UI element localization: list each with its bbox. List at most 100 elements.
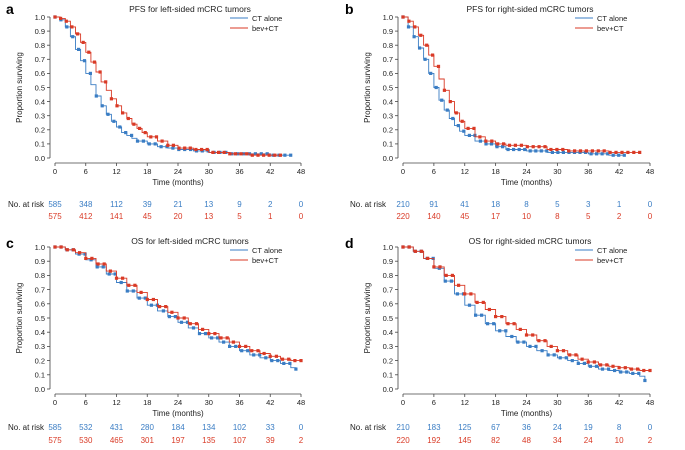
x-tick-label: 48 — [646, 167, 654, 176]
censor-mark-ct-alone — [77, 47, 81, 51]
risk-count-bev: 17 — [491, 212, 500, 221]
risk-count-ct: 184 — [171, 423, 185, 432]
censor-mark-bev-ct — [231, 340, 235, 344]
censor-mark-ct-alone — [203, 332, 208, 336]
risk-count-bev: 140 — [427, 212, 441, 221]
y-tick-label: 0.9 — [35, 257, 45, 266]
risk-count-ct: 2 — [268, 200, 273, 209]
censor-mark-bev-ct — [490, 139, 494, 143]
censor-mark-ct-alone — [643, 378, 647, 383]
censor-mark-bev-ct — [200, 147, 204, 152]
censor-mark-bev-ct — [104, 80, 108, 84]
censor-mark-ct-alone — [484, 142, 488, 146]
censor-mark-ct-alone — [253, 152, 257, 156]
x-tick-label: 48 — [646, 398, 654, 407]
censor-mark-ct-alone — [135, 139, 140, 143]
risk-count-ct: 0 — [648, 200, 653, 209]
censor-mark-bev-ct — [201, 327, 205, 331]
censor-mark-bev-ct — [228, 152, 232, 156]
censor-mark-bev-ct — [636, 367, 640, 371]
panel-letter: b — [345, 1, 354, 17]
censor-mark-bev-ct — [567, 149, 571, 153]
censor-mark-bev-ct — [555, 147, 559, 152]
risk-count-ct: 33 — [266, 423, 275, 432]
censor-mark-bev-ct — [432, 265, 436, 269]
censor-mark-bev-ct — [614, 150, 618, 154]
censor-mark-bev-ct — [149, 135, 153, 139]
risk-count-ct: 39 — [143, 200, 152, 209]
censor-mark-ct-alone — [173, 315, 177, 319]
curve-bev-ct — [55, 246, 301, 362]
risk-count-ct: 125 — [458, 423, 472, 432]
censor-mark-ct-alone — [570, 359, 574, 363]
censor-mark-ct-alone — [622, 153, 626, 157]
censor-mark-bev-ct — [262, 351, 266, 356]
y-tick-label: 0.9 — [35, 27, 45, 36]
censor-mark-ct-alone — [288, 361, 292, 365]
x-tick-label: 30 — [553, 398, 561, 407]
censor-mark-bev-ct — [164, 305, 168, 309]
censor-mark-ct-alone — [197, 332, 202, 336]
y-tick-label: 0.2 — [35, 126, 45, 135]
risk-label: No. at risk — [350, 200, 387, 209]
censor-mark-bev-ct — [233, 152, 237, 156]
censor-mark-ct-alone — [179, 320, 184, 324]
censor-mark-bev-ct — [484, 139, 488, 143]
risk-count-bev: 10 — [615, 436, 624, 445]
censor-mark-ct-alone — [276, 359, 280, 363]
risk-count-ct: 183 — [427, 423, 441, 432]
x-tick-label: 30 — [205, 167, 213, 176]
censor-mark-bev-ct — [507, 143, 512, 147]
censor-mark-bev-ct — [132, 122, 136, 126]
censor-mark-ct-alone — [141, 139, 145, 143]
censor-mark-ct-alone — [167, 315, 171, 319]
x-tick-label: 42 — [266, 398, 274, 407]
censor-mark-bev-ct — [216, 150, 221, 154]
censor-mark-bev-ct — [222, 150, 226, 154]
risk-count-bev: 220 — [396, 436, 410, 445]
y-tick-label: 0.7 — [35, 285, 45, 294]
panel-letter: a — [6, 1, 14, 17]
x-tick-label: 18 — [491, 398, 499, 407]
censor-mark-bev-ct — [481, 300, 485, 304]
x-tick-label: 12 — [112, 167, 120, 176]
risk-count-ct: 585 — [48, 200, 62, 209]
censor-mark-ct-alone — [637, 371, 641, 375]
censor-mark-ct-alone — [449, 279, 453, 283]
censor-mark-bev-ct — [623, 366, 627, 370]
censor-mark-ct-alone — [546, 353, 550, 357]
y-tick-label: 1.0 — [35, 13, 45, 22]
risk-count-ct: 36 — [522, 423, 531, 432]
y-tick-label: 0.6 — [35, 69, 45, 78]
censor-mark-ct-alone — [564, 356, 568, 360]
censor-mark-bev-ct — [419, 249, 424, 253]
censor-mark-bev-ct — [513, 143, 517, 147]
censor-mark-ct-alone — [510, 334, 514, 339]
y-tick-label: 0.6 — [383, 69, 393, 78]
censor-mark-ct-alone — [619, 370, 623, 374]
risk-count-ct: 102 — [233, 423, 247, 432]
risk-count-ct: 18 — [491, 200, 500, 209]
censor-mark-bev-ct — [262, 153, 266, 157]
censor-mark-bev-ct — [138, 126, 142, 130]
censor-mark-bev-ct — [90, 256, 94, 260]
censor-mark-bev-ct — [151, 297, 155, 302]
censor-mark-ct-alone — [506, 147, 510, 152]
censor-mark-ct-alone — [445, 108, 449, 112]
y-tick-label: 0.3 — [383, 342, 393, 351]
censor-mark-bev-ct — [92, 60, 97, 64]
censor-mark-ct-alone — [185, 320, 190, 324]
censor-mark-ct-alone — [434, 85, 438, 90]
x-tick-label: 18 — [491, 167, 499, 176]
censor-mark-bev-ct — [59, 245, 63, 249]
x-tick-label: 0 — [401, 398, 405, 407]
censor-mark-bev-ct — [59, 16, 63, 20]
censor-mark-ct-alone — [589, 152, 593, 156]
x-tick-label: 42 — [615, 398, 623, 407]
censor-mark-bev-ct — [171, 143, 175, 147]
censor-mark-bev-ct — [207, 332, 211, 336]
censor-mark-bev-ct — [87, 50, 91, 54]
censor-mark-ct-alone — [486, 322, 490, 326]
